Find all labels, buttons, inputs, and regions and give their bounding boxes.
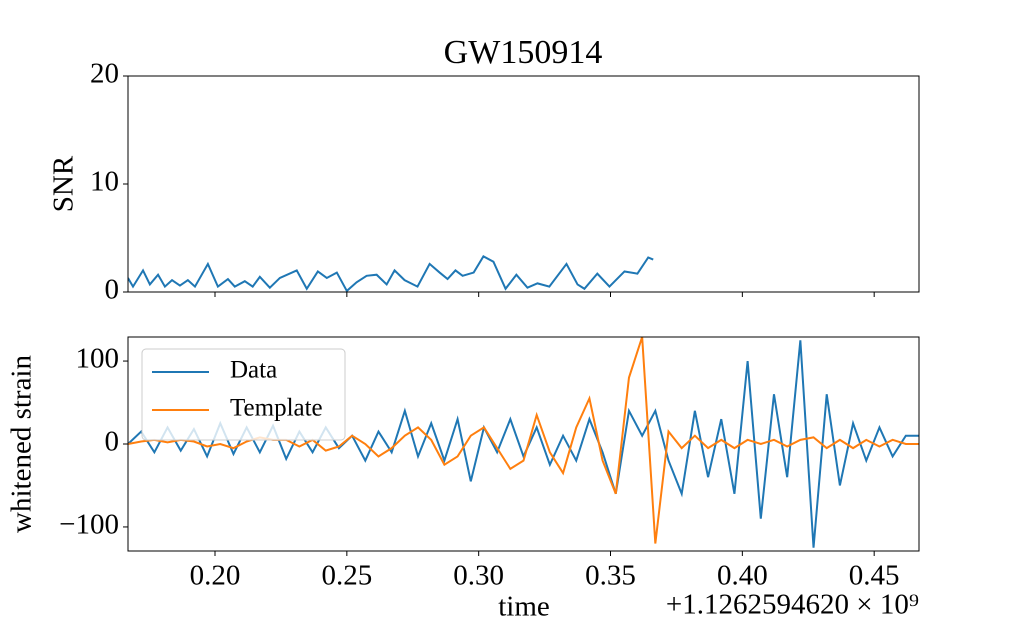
y-tick-label: 20 xyxy=(90,58,119,90)
x-tick-label: 0.40 xyxy=(717,560,768,592)
data-line xyxy=(128,255,654,292)
y-tick-label: 100 xyxy=(76,343,120,375)
x-tick-label: 0.25 xyxy=(321,560,372,592)
x-tick-label: 0.45 xyxy=(849,560,900,592)
x-axis-label: time xyxy=(498,591,550,623)
y-tick-label: 10 xyxy=(90,166,119,198)
x-offset-label: +1.1262594620 × 10⁹ xyxy=(666,589,919,621)
legend-label: Data xyxy=(230,357,277,384)
legend-label: Template xyxy=(230,395,323,422)
x-tick-label: 0.30 xyxy=(453,560,504,592)
y-tick-label: 0 xyxy=(105,426,120,458)
data-line xyxy=(128,340,919,548)
x-tick-label: 0.20 xyxy=(190,560,241,592)
y-tick-label: 0 xyxy=(105,274,120,306)
x-tick-label: 0.35 xyxy=(585,560,636,592)
y-axis-label: whitened strain xyxy=(6,355,38,533)
y-axis-label: SNR xyxy=(48,155,80,212)
plot-area xyxy=(128,255,654,292)
chart-title: GW150914 xyxy=(444,34,603,71)
y-tick-label: −100 xyxy=(59,509,119,541)
